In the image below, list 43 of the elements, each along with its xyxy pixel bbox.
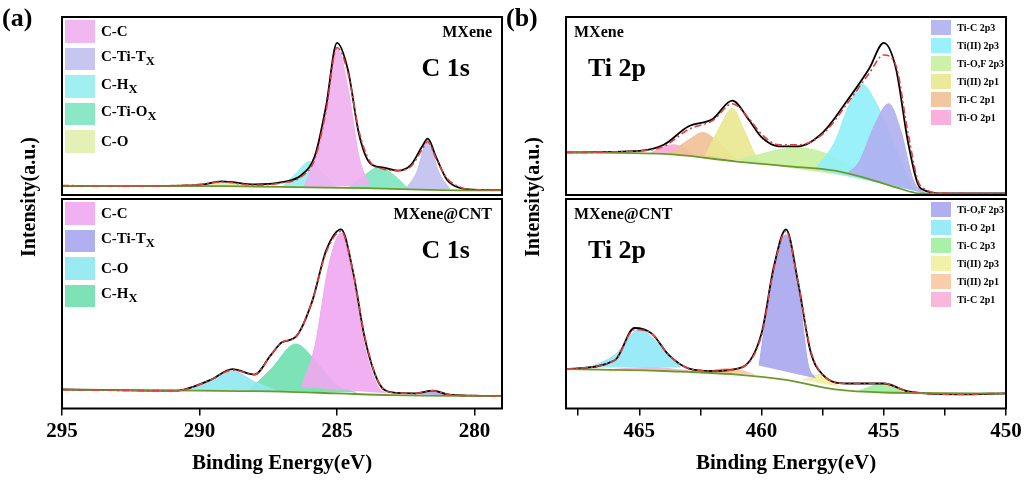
legend-label: Ti-C 2p3: [957, 240, 996, 251]
legend-label: Ti-C 2p1: [957, 294, 996, 305]
text: MXene: [574, 23, 624, 41]
x-tick-label: 285: [321, 417, 353, 442]
chart-title: (a): [2, 3, 33, 33]
legend-label: C-Ti-O$_{X}$: [101, 103, 157, 125]
legend-label: C-H$_{X}$: [101, 75, 138, 97]
x-axis-title: Binding Energy(eV): [191, 449, 373, 474]
chart-title: (b): [506, 3, 538, 33]
text: MXene: [442, 23, 492, 41]
legend-label: C-Ti-T$_{X}$: [101, 48, 155, 70]
x-tick-label: 455: [868, 417, 900, 442]
annotation: C 1s: [421, 235, 471, 265]
legend-label: C-C: [101, 22, 128, 40]
legend-label: Ti-O,F 2p3: [957, 58, 1004, 69]
x-tick-label: 460: [745, 417, 778, 442]
x-axis-title: Binding Energy(eV): [695, 449, 877, 474]
legend-label: Ti(II) 2p1: [957, 276, 1000, 287]
annotation: Ti 2p: [587, 235, 647, 265]
legend-label: C-C: [101, 204, 128, 222]
x-tick-label: 465: [623, 417, 656, 442]
legend-label: Ti(II) 2p1: [957, 76, 1000, 87]
y-axis-title: Intensity(a.u.): [16, 136, 40, 258]
legend-label: Ti(II) 2p3: [957, 40, 1000, 51]
legend-label: Ti-O 2p1: [957, 222, 996, 233]
x-tick-label: 280: [458, 417, 491, 442]
legend-label: C-H$_{X}$: [101, 285, 138, 307]
legend-label: C-O: [101, 259, 129, 277]
text: MXene@CNT: [393, 205, 492, 223]
text: MXene@CNT: [574, 205, 673, 223]
x-tick-label: 295: [46, 417, 78, 442]
legend-label: Ti-O 2p1: [957, 112, 996, 123]
y-axis-title: Intensity(a.u.): [520, 136, 544, 258]
x-tick-label: 450: [990, 417, 1022, 442]
legend-label: Ti-O,F 2p3: [957, 204, 1004, 215]
legend-label: Ti-C 2p3: [957, 22, 996, 33]
annotation: C 1s: [421, 53, 471, 83]
legend-label: C-Ti-T$_{X}$: [101, 230, 155, 252]
legend-label: Ti(II) 2p3: [957, 258, 1000, 269]
legend-label: Ti-C 2p1: [957, 94, 996, 105]
legend-label: C-O: [101, 132, 129, 150]
annotation: Ti 2p: [587, 53, 647, 83]
x-tick-label: 290: [183, 417, 216, 442]
